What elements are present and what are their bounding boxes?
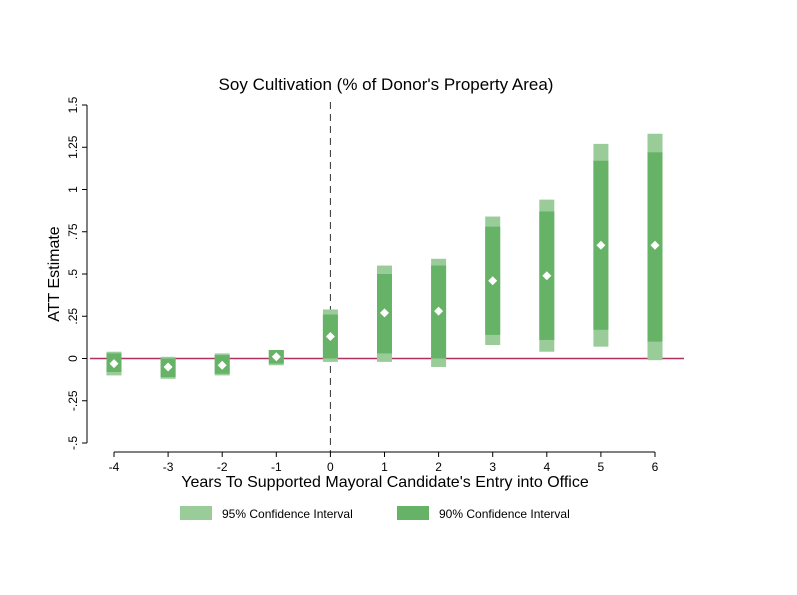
x-tick-label: 5 [598,460,605,474]
x-tick-label: 2 [435,460,442,474]
estimate-point [434,306,444,316]
estimate-point [271,352,281,362]
estimate-point [596,240,606,250]
x-tick-label: 4 [543,460,550,474]
estimate-point [380,308,389,318]
y-tick-label: .5 [66,269,80,279]
x-axis-ticks: -4 -3 -2 -1 0 1 2 3 4 5 6 [109,452,659,474]
x-tick-label: 1 [381,460,388,474]
x-tick-label: -2 [217,460,228,474]
chart-title: Soy Cultivation (% of Donor's Property A… [219,75,554,94]
legend-swatch-95 [180,506,212,520]
estimate-point [650,240,660,250]
legend: 95% Confidence Interval 90% Confidence I… [180,506,570,521]
x-tick-label: -1 [271,460,282,474]
x-tick-label: -3 [163,460,174,474]
y-tick-label: .25 [66,308,80,325]
y-tick-label: .75 [66,223,80,240]
y-axis-label: ATT Estimate [46,226,63,322]
y-tick-label: 0 [66,355,80,362]
legend-label-90: 90% Confidence Interval [439,507,570,521]
y-axis-ticks: -.5 -.25 0 .25 .5 .75 1 1.25 1.5 [66,96,87,450]
x-tick-label: 0 [327,460,334,474]
estimate-point [542,271,552,281]
y-tick-label: 1.5 [66,96,80,113]
legend-swatch-90 [397,506,429,520]
estimate-point [217,360,227,370]
x-tick-label: 3 [489,460,496,474]
estimate-point [325,332,335,342]
estimate-point [163,362,173,372]
y-tick-label: -.5 [66,436,80,450]
estimate-point [488,276,498,286]
plot-area [86,102,684,453]
x-axis-label: Years To Supported Mayoral Candidate's E… [181,474,589,491]
estimate-point [109,359,119,369]
legend-label-95: 95% Confidence Interval [222,507,353,521]
y-tick-label: -.25 [66,390,80,411]
y-tick-label: 1 [66,186,80,193]
x-tick-label: 6 [652,460,659,474]
x-tick-label: -4 [109,460,120,474]
y-tick-label: 1.25 [66,135,80,159]
